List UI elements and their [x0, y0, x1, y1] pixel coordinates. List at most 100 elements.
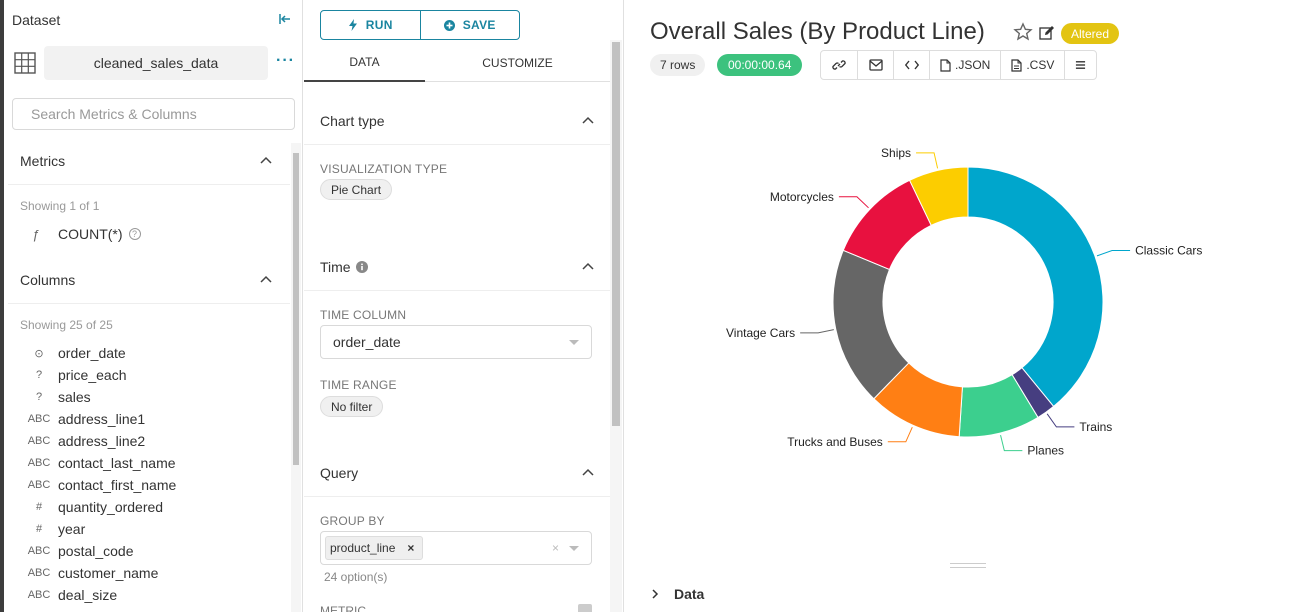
column-item[interactable]: ABC customer_name	[20, 562, 176, 584]
metrics-count: Showing 1 of 1	[20, 199, 100, 213]
column-name: address_line2	[58, 433, 146, 449]
chevron-up-icon[interactable]	[260, 274, 272, 286]
column-name: order_date	[58, 345, 126, 361]
metric-item[interactable]: ƒ COUNT(*) ?	[20, 226, 141, 242]
chevron-up-icon[interactable]	[582, 261, 594, 273]
column-name: price_each	[58, 367, 127, 383]
chevron-right-icon	[652, 589, 659, 599]
column-item[interactable]: ABC contact_last_name	[20, 452, 176, 474]
altered-badge[interactable]: Altered	[1061, 23, 1120, 44]
column-type-icon: ⊙	[34, 347, 44, 360]
edit-icon[interactable]	[1039, 25, 1055, 41]
add-icon[interactable]	[578, 604, 592, 612]
time-range-value[interactable]: No filter	[320, 396, 384, 417]
column-item[interactable]: ABC contact_first_name	[20, 474, 177, 496]
collapse-panel-icon[interactable]	[278, 12, 292, 29]
columns-heading[interactable]: Columns	[20, 272, 76, 288]
chart-area: Overall Sales (By Product Line) Altered …	[625, 0, 1311, 612]
share-email-button[interactable]	[857, 51, 893, 79]
chevron-up-icon[interactable]	[260, 155, 272, 167]
copy-link-button[interactable]	[821, 51, 857, 79]
info-icon[interactable]	[355, 261, 368, 273]
chart-actions-toolbar: .JSON .CSV	[820, 50, 1098, 80]
column-item[interactable]: ABC postal_code	[20, 540, 176, 562]
column-name: contact_first_name	[58, 477, 177, 493]
tab-data[interactable]: DATA	[304, 44, 425, 82]
function-icon: ƒ	[32, 226, 40, 242]
embed-code-button[interactable]	[893, 51, 929, 79]
column-list: ⊙ order_date? price_each? sales ABC address_l…	[20, 342, 177, 606]
column-type-icon: #	[35, 501, 43, 513]
chevron-up-icon[interactable]	[582, 115, 594, 127]
column-name: postal_code	[58, 543, 134, 559]
label-leader-line	[1096, 249, 1131, 257]
pie-slice[interactable]	[908, 166, 969, 227]
save-button[interactable]: SAVE	[419, 11, 520, 39]
scrollbar[interactable]	[610, 40, 622, 612]
metrics-heading[interactable]: Metrics	[20, 153, 66, 169]
control-panel: RUN SAVE DATA CUSTOMIZE Chart type VISUA…	[304, 0, 624, 612]
scrollbar[interactable]	[291, 143, 301, 612]
group-by-label: GROUP BY	[320, 514, 385, 528]
query-heading[interactable]: Query	[320, 465, 359, 481]
chart-title[interactable]: Overall Sales (By Product Line)	[650, 18, 985, 45]
chevron-up-icon[interactable]	[582, 467, 594, 479]
visualization-type-value[interactable]: Pie Chart	[320, 179, 393, 200]
slice-label: Trucks and Buses	[787, 435, 883, 449]
more-menu-button[interactable]	[1064, 51, 1096, 79]
column-item[interactable]: ABC deal_size	[20, 584, 176, 606]
bolt-icon	[348, 19, 357, 31]
search-metrics-columns-input[interactable]: Search Metrics & Columns	[12, 98, 295, 130]
export-json-button[interactable]: .JSON	[929, 51, 1000, 79]
export-csv-button[interactable]: .CSV	[1000, 51, 1064, 79]
remove-tag-icon[interactable]: ×	[407, 541, 415, 555]
help-icon[interactable]: ?	[128, 228, 141, 240]
time-range-label: TIME RANGE	[320, 378, 397, 392]
group-by-select[interactable]: product_line × ×	[320, 531, 592, 565]
code-icon	[904, 60, 919, 70]
column-item[interactable]: ABC address_line1	[20, 408, 176, 430]
chart-type-heading[interactable]: Chart type	[320, 113, 385, 129]
column-item[interactable]: ABC address_line2	[20, 430, 176, 452]
column-name: year	[58, 521, 86, 537]
time-column-label: TIME COLUMN	[320, 308, 407, 322]
dataset-panel-title: Dataset	[12, 12, 61, 28]
metric-name: COUNT(*)	[58, 226, 123, 242]
slice-label: Classic Cars	[1135, 243, 1202, 257]
column-item[interactable]: ⊙ order_date	[20, 342, 176, 364]
column-item[interactable]: ? price_each	[20, 364, 176, 386]
column-item[interactable]: # quantity_ordered	[20, 496, 176, 518]
data-section-toggle[interactable]: Data	[650, 586, 704, 602]
dataset-name[interactable]: cleaned_sales_data	[44, 46, 268, 80]
slice-label: Vintage Cars	[726, 326, 795, 340]
clear-icon[interactable]: ×	[551, 541, 559, 555]
tab-customize[interactable]: CUSTOMIZE	[482, 56, 553, 70]
pie-slice[interactable]	[967, 166, 1104, 408]
options-count: 24 option(s)	[324, 570, 388, 584]
label-leader-line	[1000, 434, 1023, 452]
chevron-down-icon	[569, 546, 579, 551]
slice-label: Planes	[1027, 444, 1064, 458]
label-leader-line	[887, 426, 913, 443]
column-type-icon: ABC	[27, 479, 51, 491]
resize-handle[interactable]	[950, 563, 986, 568]
pie-chart[interactable]: Classic Cars Trains Planes Trucks and Buses…	[625, 100, 1311, 555]
star-icon[interactable]	[1013, 22, 1033, 42]
slice-label: Trains	[1079, 420, 1112, 434]
control-tabs: DATA CUSTOMIZE	[304, 44, 610, 82]
column-item[interactable]: ? sales	[20, 386, 176, 408]
more-options-icon[interactable]: ···	[276, 52, 295, 69]
query-timer-badge: 00:00:00.64	[717, 54, 803, 76]
column-name: deal_size	[58, 587, 118, 603]
file-code-icon	[940, 58, 951, 72]
scrollbar-thumb[interactable]	[612, 42, 620, 426]
column-item[interactable]: # year	[20, 518, 176, 540]
run-button[interactable]: RUN	[321, 11, 420, 39]
slice-label: Motorcycles	[770, 190, 834, 204]
column-name: contact_last_name	[58, 455, 176, 471]
dataset-panel: Dataset cleaned_sales_data ··· Search Me…	[0, 0, 303, 612]
label-leader-line	[800, 329, 834, 334]
time-heading[interactable]: Time	[320, 259, 368, 275]
scrollbar-thumb[interactable]	[293, 153, 299, 465]
time-column-select[interactable]: order_date	[320, 325, 592, 359]
